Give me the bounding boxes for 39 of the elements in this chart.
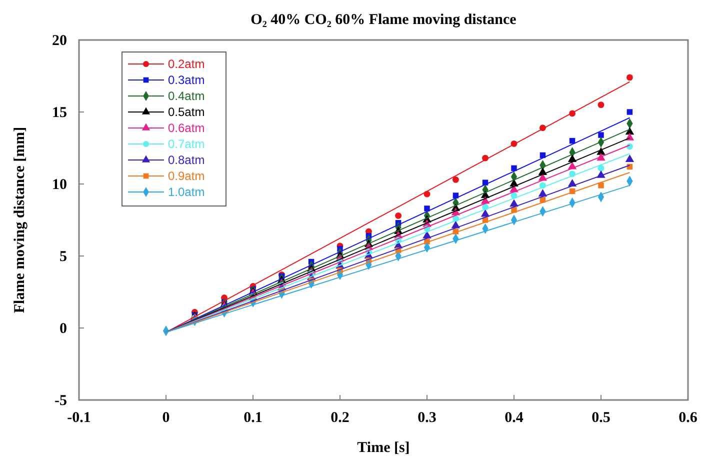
chart-title: O₂ 40% CO₂ 60% Flame moving distance — [250, 12, 517, 28]
x-tick-label: 0.5 — [592, 410, 610, 426]
legend-label: 0.5atm — [168, 105, 205, 119]
point — [511, 165, 517, 172]
legend-label: 0.3atm — [168, 73, 205, 87]
point — [395, 212, 402, 219]
x-tick-label: -0.1 — [67, 410, 91, 426]
point — [598, 164, 604, 172]
legend-label: 0.6atm — [168, 121, 205, 135]
y-tick-label: -5 — [54, 393, 67, 409]
x-tick-label: 0.1 — [244, 410, 262, 426]
y-tick-label: 15 — [52, 105, 67, 121]
point — [480, 209, 490, 217]
point — [452, 176, 459, 183]
legend-label: 0.4atm — [168, 89, 205, 103]
point — [626, 74, 633, 81]
legend-label: 0.7atm — [168, 137, 205, 151]
point — [451, 220, 460, 228]
point — [598, 182, 604, 188]
legend-label: 0.9atm — [168, 169, 205, 183]
x-axis-title: Time [s] — [357, 440, 410, 456]
point — [598, 132, 604, 138]
y-axis-title: Flame moving distance [mm] — [12, 126, 28, 314]
x-tick-label: 0.4 — [504, 410, 524, 426]
y-tick-label: 20 — [52, 33, 67, 49]
legend-label: 1.0atm — [168, 185, 205, 199]
legend-label: 0.8atm — [168, 153, 205, 167]
legend-label: 0.2atm — [168, 57, 205, 71]
y-tick-label: 10 — [52, 177, 67, 193]
x-tick-label: 0 — [162, 410, 170, 426]
point — [598, 102, 604, 108]
point — [625, 154, 634, 162]
point — [424, 206, 430, 212]
point — [626, 109, 633, 115]
y-tick-label: 5 — [60, 249, 67, 265]
x-tick-label: 0.2 — [330, 410, 350, 426]
y-tick-label: 0 — [60, 321, 67, 337]
x-tick-label: 0.6 — [678, 410, 698, 426]
x-tick-label: 0.3 — [418, 410, 436, 426]
